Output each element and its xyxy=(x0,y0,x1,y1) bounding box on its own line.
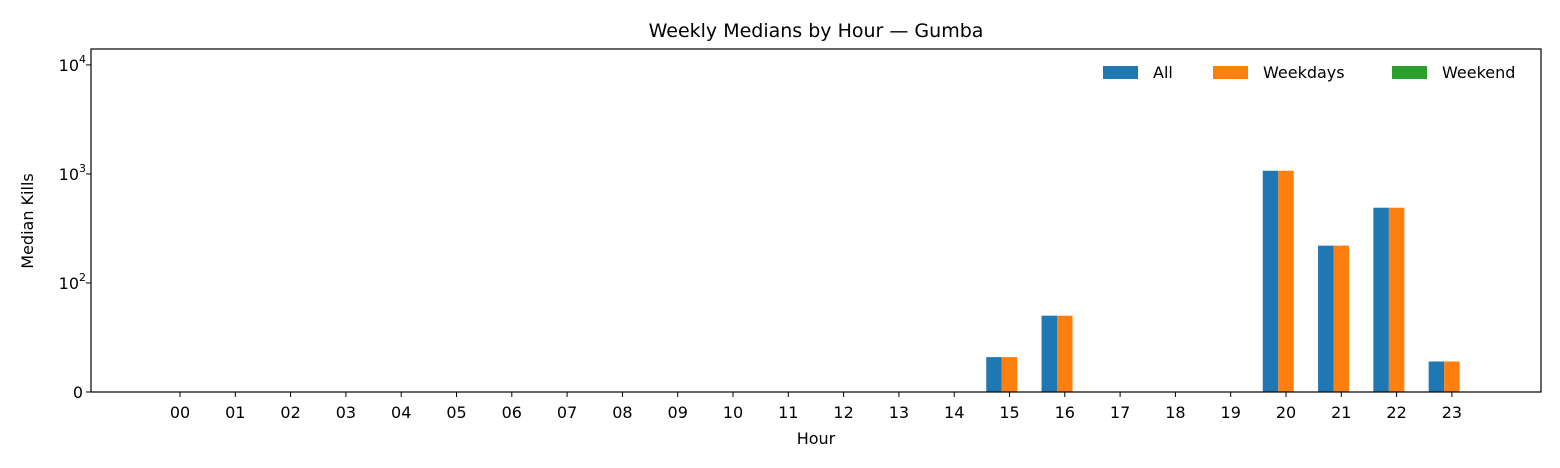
x-tick-label: 20 xyxy=(1276,403,1296,422)
y-tick-label: 103 xyxy=(59,162,86,184)
bar-weekdays-15 xyxy=(1001,357,1018,392)
bar-weekdays-16 xyxy=(1057,315,1073,392)
bar-all-21 xyxy=(1318,245,1334,392)
x-tick-label: 21 xyxy=(1331,403,1351,422)
x-tick-label: 07 xyxy=(557,403,577,422)
bar-all-15 xyxy=(986,357,1002,392)
bar-weekdays-20 xyxy=(1278,170,1294,392)
x-tick-label: 01 xyxy=(225,403,245,422)
x-tick-label: 22 xyxy=(1386,403,1406,422)
legend-swatch-weekdays xyxy=(1213,66,1248,79)
x-tick-label: 18 xyxy=(1165,403,1185,422)
x-tick-label: 05 xyxy=(446,403,466,422)
bars-group xyxy=(986,170,1460,392)
x-axis-ticks: 00 01 02 03 04 05 06 07 08 09 10 11 12 13 14 15 16 17 18 19… xyxy=(170,392,1462,422)
y-axis-label: Median Kills xyxy=(18,173,37,268)
x-tick-label: 10 xyxy=(723,403,743,422)
bar-weekdays-22 xyxy=(1388,207,1405,392)
x-tick-label: 03 xyxy=(336,403,356,422)
x-tick-label: 04 xyxy=(391,403,411,422)
x-tick-label: 08 xyxy=(612,403,632,422)
y-tick-label: 102 xyxy=(59,271,86,293)
y-tick-label: 104 xyxy=(59,53,86,75)
x-tick-label: 16 xyxy=(1055,403,1075,422)
x-tick-label: 06 xyxy=(502,403,522,422)
legend-label-weekend: Weekend xyxy=(1442,63,1515,82)
bar-all-20 xyxy=(1262,170,1279,392)
bar-all-23 xyxy=(1428,361,1445,392)
y-axis-ticks: 0 102 103 104 xyxy=(59,53,91,402)
bar-weekdays-21 xyxy=(1333,245,1350,392)
bar-weekdays-23 xyxy=(1444,361,1460,392)
x-tick-label: 12 xyxy=(833,403,853,422)
x-tick-label: 23 xyxy=(1442,403,1462,422)
legend-swatch-weekend xyxy=(1392,66,1427,79)
legend-swatch-all xyxy=(1103,66,1138,79)
plot-frame xyxy=(90,48,1542,393)
x-tick-label: 09 xyxy=(668,403,688,422)
bar-all-16 xyxy=(1041,315,1058,392)
x-tick-label: 17 xyxy=(1110,403,1130,422)
x-tick-label: 15 xyxy=(999,403,1019,422)
x-axis-label: Hour xyxy=(797,429,836,448)
x-tick-label: 02 xyxy=(280,403,300,422)
chart-title: Weekly Medians by Hour — Gumba xyxy=(649,20,984,42)
y-tick-label: 0 xyxy=(73,383,83,402)
x-tick-label: 19 xyxy=(1221,403,1241,422)
legend-label-weekdays: Weekdays xyxy=(1263,63,1345,82)
x-tick-label: 00 xyxy=(170,403,190,422)
x-tick-label: 14 xyxy=(944,403,964,422)
legend: All Weekdays Weekend xyxy=(1103,63,1515,82)
x-tick-label: 13 xyxy=(889,403,909,422)
legend-label-all: All xyxy=(1153,63,1173,82)
bar-all-22 xyxy=(1373,207,1389,392)
x-tick-label: 11 xyxy=(778,403,798,422)
